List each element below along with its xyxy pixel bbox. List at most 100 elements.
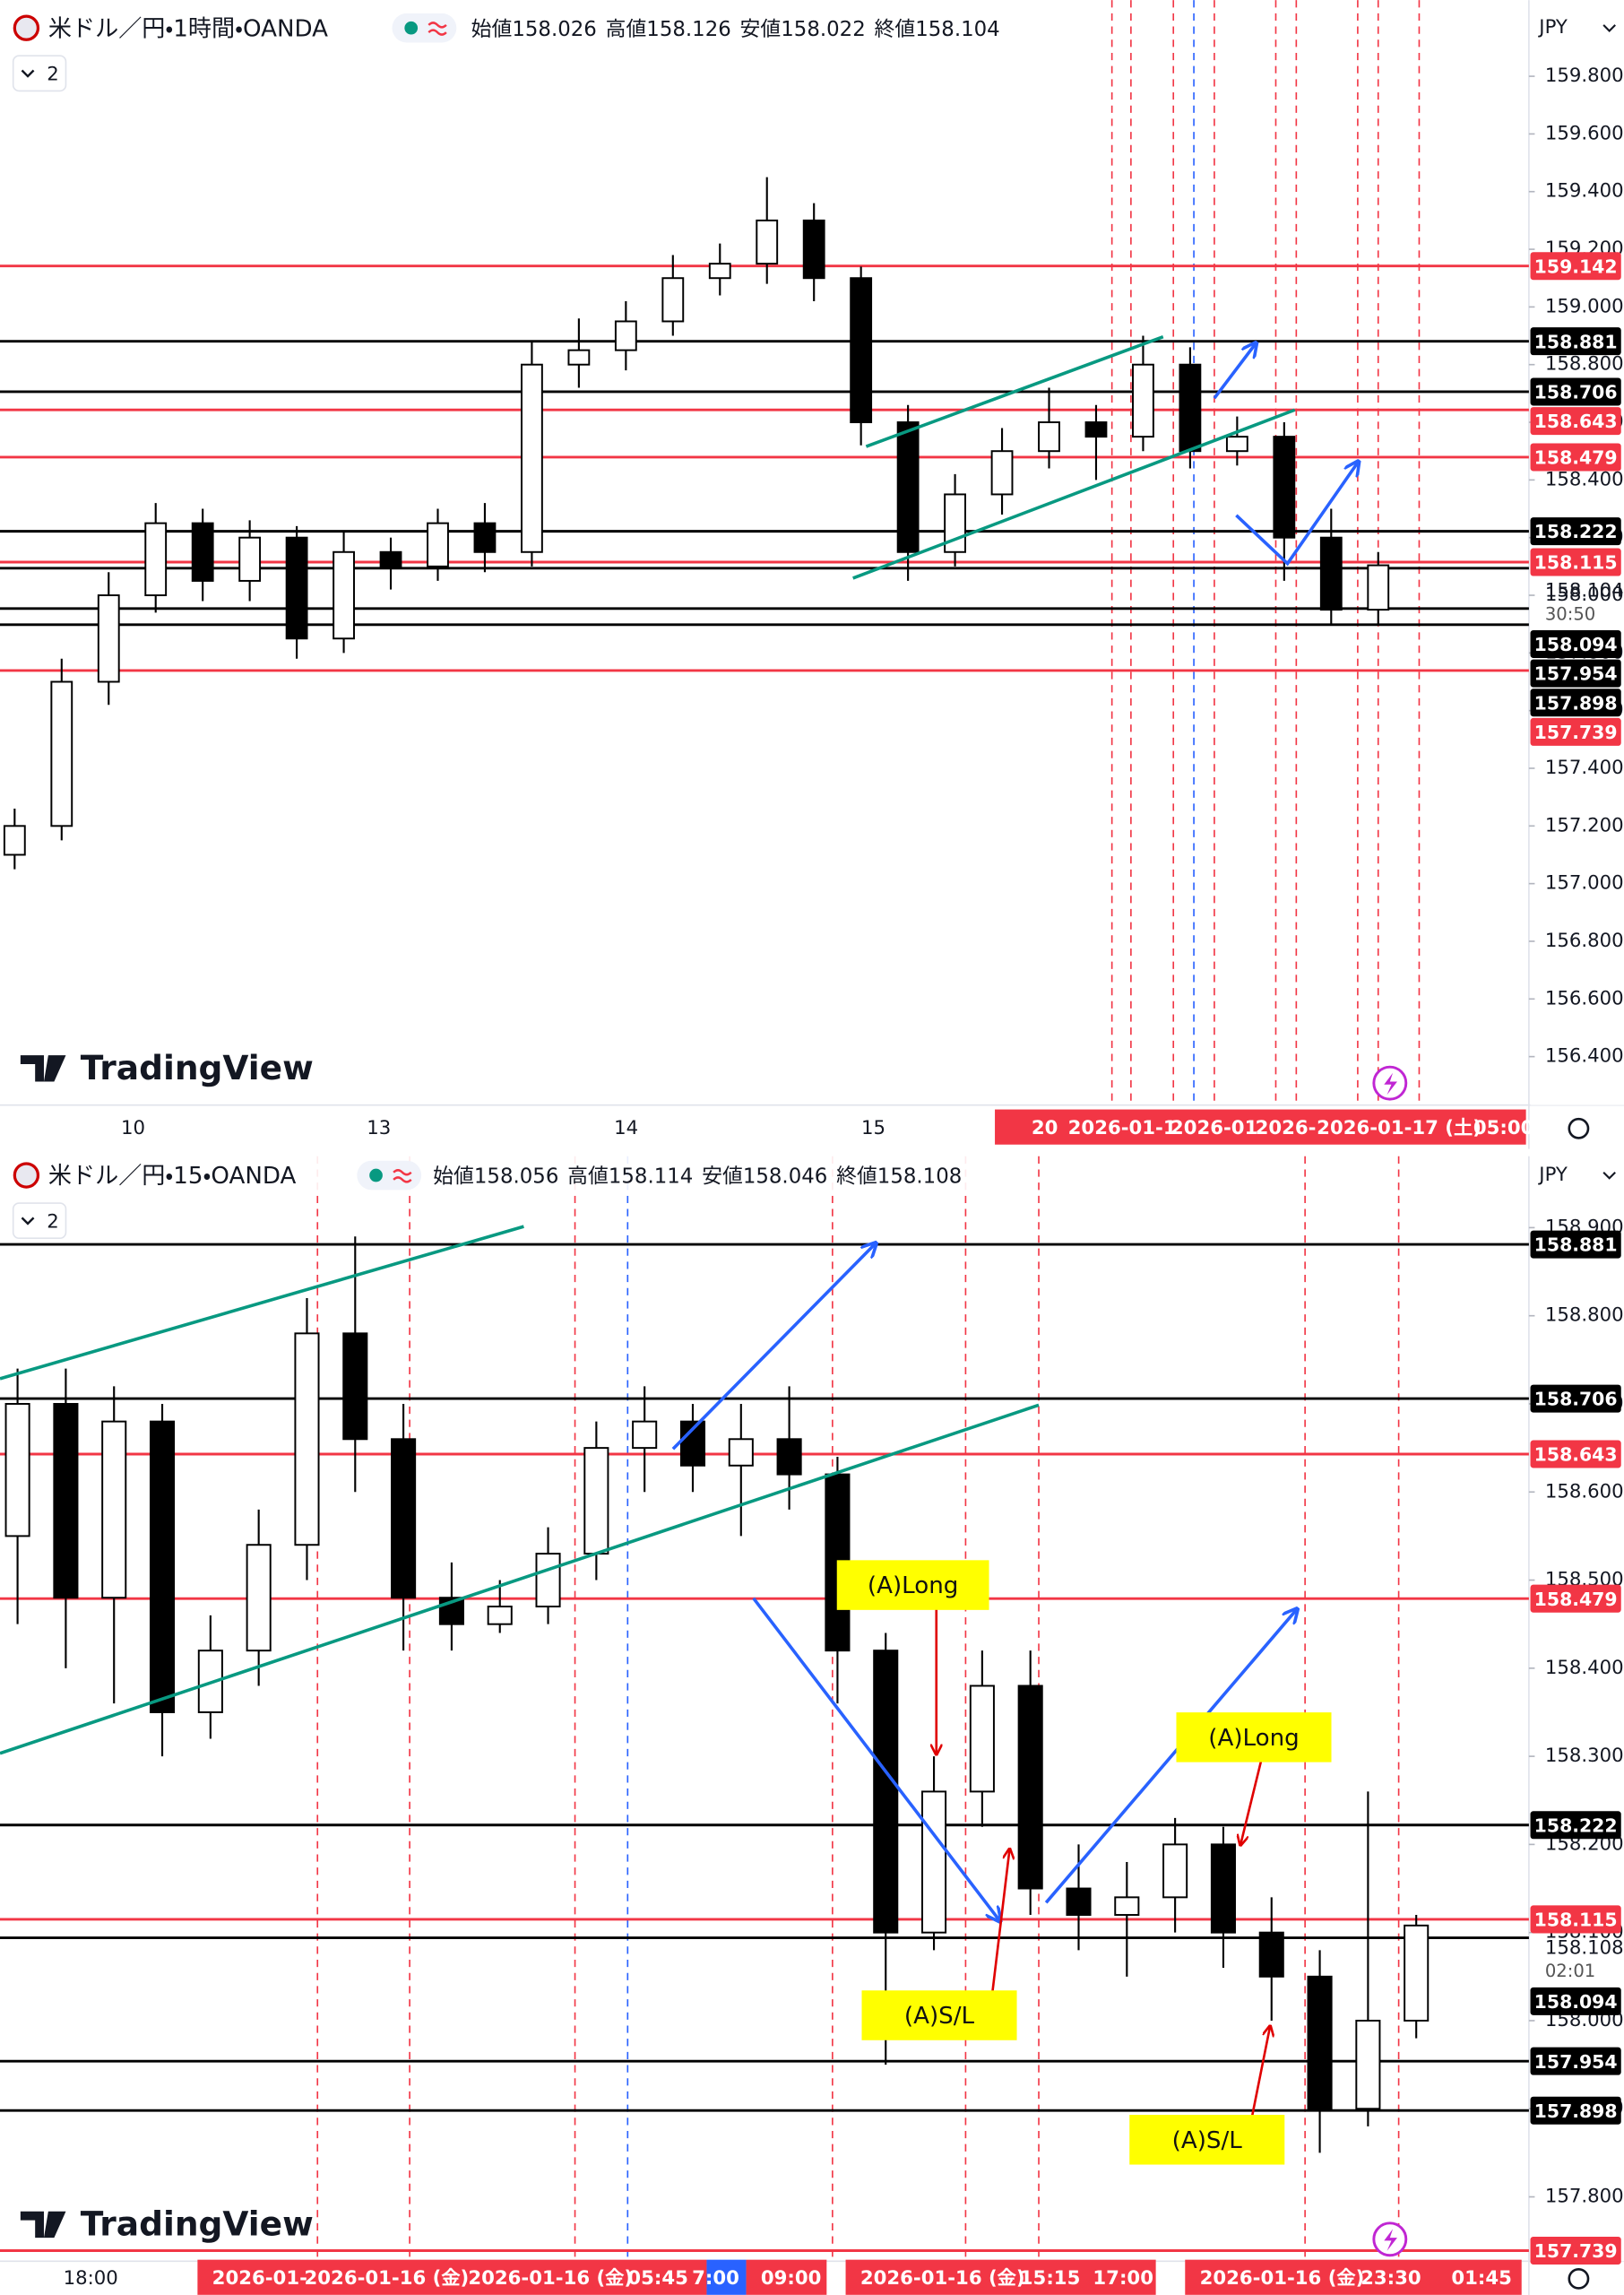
candle-body <box>1084 421 1108 438</box>
level-label-bg <box>1530 1905 1621 1934</box>
candle-body <box>535 1553 561 1608</box>
status-dot <box>404 21 419 35</box>
candle-body <box>1273 436 1296 539</box>
legend-toggle[interactable] <box>12 1202 67 1240</box>
x-tick-label: 2026-01-16 (金) <box>305 2267 470 2290</box>
x-tick-label: 18:00 <box>64 2267 118 2290</box>
candles <box>3 177 1390 870</box>
currency-button[interactable] <box>1533 7 1621 49</box>
level-label: 157.898 <box>1534 2100 1618 2122</box>
x-highlight <box>706 2259 747 2295</box>
ohlc-value: 158.026 <box>512 17 596 40</box>
candle-body <box>379 550 402 567</box>
candle-body <box>50 680 73 827</box>
status-wave <box>393 1169 412 1183</box>
currency-button[interactable] <box>1533 1155 1621 1196</box>
candle-body <box>1017 1684 1043 1890</box>
level-label: 158.706 <box>1534 382 1618 403</box>
legend-toggle[interactable] <box>12 55 67 92</box>
level-label: 158.479 <box>1534 447 1618 469</box>
ohlc-label: 終値 <box>836 1165 877 1188</box>
candle-body <box>567 349 591 366</box>
countdown: 30:50 <box>1545 603 1595 624</box>
y-tick-label: 158.800 <box>1545 1304 1624 1327</box>
y-tick-label: 156.400 <box>1545 1045 1624 1068</box>
annotation-text: (A)Long <box>1208 1725 1299 1752</box>
x-tick-label: 2026-01 <box>1170 1117 1257 1139</box>
level-label-bg <box>1530 629 1621 658</box>
level-label-bg <box>1530 2096 1621 2125</box>
candle-body <box>4 1402 30 1537</box>
ohlc: 始値158.056 高値158.114 安値158.046 終値158.108 <box>433 1165 962 1188</box>
arrow <box>1213 344 1256 400</box>
chevron <box>1602 24 1616 32</box>
chevron <box>21 69 35 78</box>
level-label: 158.094 <box>1534 1991 1618 2013</box>
candle-body <box>285 536 308 640</box>
legend-badge: 2 <box>47 63 59 85</box>
legend-badge: 2 <box>47 1210 59 1233</box>
candle-body <box>728 1438 754 1467</box>
x-tick-label: 2026-01-16 (金) <box>468 2267 633 2290</box>
y-tick-label: 158.600 <box>1545 1480 1624 1503</box>
candle-body <box>921 1790 947 1934</box>
candle-body <box>3 825 26 856</box>
annotation-box <box>861 1990 1017 2040</box>
header-bg <box>0 7 1010 49</box>
candle-body <box>850 277 873 424</box>
x-tick-label: 7:00 <box>692 2267 739 2290</box>
y-tick-label: 159.000 <box>1545 295 1624 317</box>
ohlc-value: 158.056 <box>474 1165 558 1188</box>
x-highlight <box>1185 2259 1522 2295</box>
candle-body <box>756 219 779 265</box>
settings-icon[interactable] <box>1568 1117 1590 1139</box>
level-label-bg <box>1530 443 1621 472</box>
ohlc: 始値158.026 高値158.126 安値158.022 終値158.104 <box>471 17 1000 40</box>
settings-icon[interactable] <box>1568 2267 1590 2290</box>
candle-body <box>521 363 543 553</box>
level-label-bg <box>1530 377 1621 406</box>
y-tick-label: 159.800 <box>1545 65 1624 87</box>
x-tick-label: 05:45 <box>627 2267 688 2290</box>
x-tick-label: 2026-01-1 <box>1068 1117 1177 1139</box>
candle-body <box>1162 1843 1188 1899</box>
level-label: 157.954 <box>1534 2051 1618 2073</box>
price-axis <box>1530 1156 1624 2262</box>
alert-bolt <box>1384 2229 1397 2251</box>
trend-line <box>0 1225 524 1381</box>
level-label-bg <box>1530 2236 1621 2265</box>
countdown: 02:01 <box>1545 1961 1595 1981</box>
annotation-text: (A)S/L <box>904 2003 975 2030</box>
currency: JPY <box>1537 1164 1568 1186</box>
y-tick-label: 156.600 <box>1545 987 1624 1009</box>
candle-body <box>238 536 262 582</box>
chevron <box>21 1217 35 1225</box>
level-label: 157.739 <box>1534 2240 1618 2262</box>
x-tick-label: 20 <box>1032 1117 1058 1139</box>
level-label-bg <box>1530 327 1621 356</box>
level-label-bg <box>1530 1440 1621 1468</box>
level-label-bg <box>1530 688 1621 717</box>
x-tick-label: 2026- <box>1256 1117 1317 1139</box>
level-label-bg <box>1530 1811 1621 1840</box>
candle-body <box>191 522 214 582</box>
candle-body <box>487 1606 513 1625</box>
annotation-arrow <box>990 1850 1010 1996</box>
x-tick-label: 15 <box>861 1117 885 1139</box>
y-tick-label: 158.800 <box>1545 353 1624 376</box>
level-label-bg <box>1530 548 1621 576</box>
x-tick-label: 2026-01-16 (金) <box>860 2267 1025 2290</box>
tv-logo <box>20 2211 66 2239</box>
candles <box>4 1236 1430 2153</box>
trend-line <box>0 1403 1040 1755</box>
level-label: 158.115 <box>1534 1910 1618 1931</box>
candle-body <box>1258 1931 1284 1978</box>
x-tick-label: 15:15 <box>1020 2267 1081 2290</box>
annotation-box <box>1129 2115 1285 2165</box>
candle-body <box>896 421 920 553</box>
candle-body <box>294 1332 320 1546</box>
arrow <box>1235 463 1357 567</box>
candle-body <box>1210 1843 1236 1934</box>
